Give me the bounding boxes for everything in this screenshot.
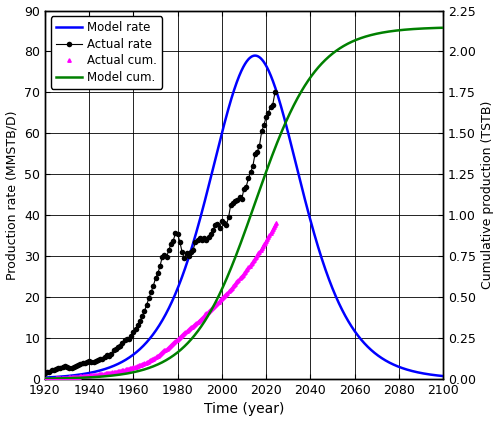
- Actual cum.: [42, 376, 48, 381]
- Line: Model rate: Model rate: [45, 56, 443, 378]
- Model cum.: [428, 26, 434, 31]
- Model rate: [356, 334, 362, 339]
- Actual rate: [208, 231, 214, 236]
- Actual rate: [44, 370, 50, 375]
- Model rate: [440, 373, 446, 379]
- Actual cum.: [236, 277, 242, 282]
- Model rate: [225, 108, 231, 113]
- Model cum.: [225, 273, 231, 278]
- Line: Actual cum.: Actual cum.: [43, 221, 278, 381]
- Model cum.: [236, 246, 242, 252]
- Actual cum.: [44, 376, 50, 381]
- Model rate: [428, 372, 434, 377]
- Model cum.: [356, 36, 362, 41]
- Model rate: [252, 53, 258, 58]
- Actual cum.: [248, 260, 254, 265]
- Actual rate: [268, 104, 274, 109]
- Model cum.: [440, 25, 446, 30]
- Model rate: [42, 375, 48, 380]
- Model cum.: [62, 376, 68, 381]
- Actual rate: [272, 90, 278, 95]
- Y-axis label: Production rate (MMSTB/D): Production rate (MMSTB/D): [6, 110, 18, 279]
- Line: Actual rate: Actual rate: [42, 89, 278, 376]
- Model rate: [236, 75, 242, 80]
- Model rate: [62, 374, 68, 379]
- Actual cum.: [273, 220, 279, 225]
- Actual cum.: [90, 373, 96, 378]
- Actual rate: [42, 371, 48, 376]
- Actual rate: [142, 308, 148, 314]
- Actual rate: [210, 227, 216, 232]
- Model rate: [428, 372, 434, 377]
- Model cum.: [42, 376, 48, 381]
- Line: Model cum.: Model cum.: [45, 28, 443, 379]
- X-axis label: Time (year): Time (year): [204, 403, 284, 417]
- Y-axis label: Cumulative production (TSTB): Cumulative production (TSTB): [482, 100, 494, 289]
- Actual rate: [73, 363, 79, 368]
- Model cum.: [428, 26, 434, 31]
- Legend: Model rate, Actual rate, Actual cum., Model cum.: Model rate, Actual rate, Actual cum., Mo…: [51, 16, 162, 89]
- Actual cum.: [152, 355, 158, 360]
- Actual cum.: [157, 352, 163, 357]
